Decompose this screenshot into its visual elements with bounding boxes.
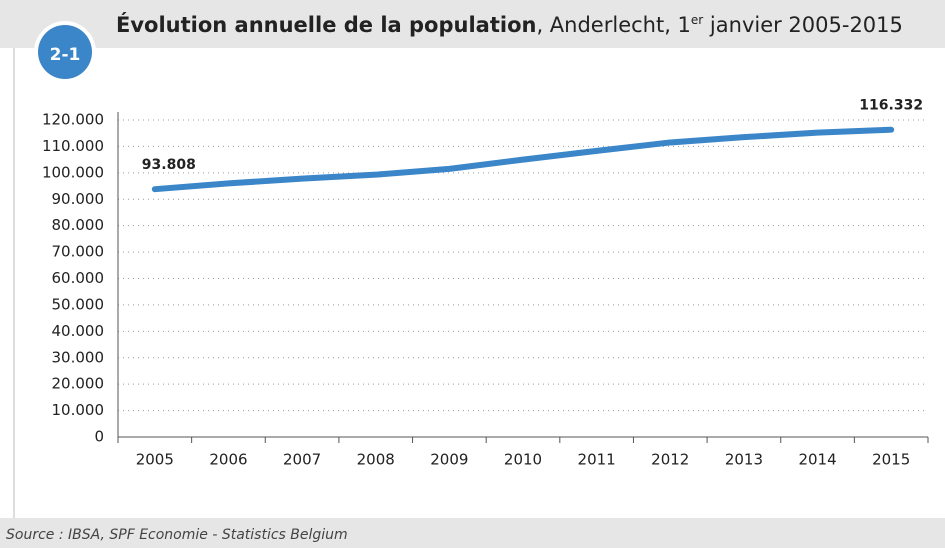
y-tick-label: 40.000 <box>52 322 105 340</box>
y-tick-label: 120.000 <box>42 111 104 129</box>
value-label: 116.332 <box>859 98 923 114</box>
badge-label: 2-1 <box>50 45 81 65</box>
y-tick-label: 50.000 <box>52 295 105 313</box>
value-label: 93.808 <box>142 157 196 173</box>
y-tick-label: 20.000 <box>52 375 105 393</box>
line <box>151 126 895 193</box>
x-tick-label: 2014 <box>798 451 836 469</box>
y-tick-label: 10.000 <box>52 401 105 419</box>
y-tick-label: 110.000 <box>42 137 104 155</box>
y-tick-label: 100.000 <box>42 163 104 181</box>
x-tick-label: 2005 <box>136 451 174 469</box>
x-tick-label: 2008 <box>357 451 395 469</box>
badge <box>38 25 92 79</box>
y-tick-label: 80.000 <box>52 216 105 234</box>
title-rest: , Anderlecht, 1 <box>536 13 690 37</box>
header-band <box>0 0 945 48</box>
x-tick-label: 2006 <box>209 451 247 469</box>
title-end: janvier 2005-2015 <box>703 13 903 37</box>
chart-title: Évolution annuelle de la population, And… <box>116 12 903 37</box>
x-tick-label: 2015 <box>872 451 910 469</box>
x-tick-label: 2009 <box>430 451 468 469</box>
x-tick-label: 2012 <box>651 451 689 469</box>
x-tick-label: 2013 <box>725 451 763 469</box>
y-tick-label: 0 <box>94 428 104 446</box>
title-bold: Évolution annuelle de la population <box>116 12 536 37</box>
x-tick-label: 2010 <box>504 451 542 469</box>
x-tick-label: 2011 <box>578 451 616 469</box>
y-tick-label: 30.000 <box>52 348 105 366</box>
footer-band <box>0 518 945 548</box>
y-tick-label: 60.000 <box>52 269 105 287</box>
y-tick-label: 70.000 <box>52 243 105 261</box>
title-sup: er <box>691 13 703 27</box>
x-tick-label: 2007 <box>283 451 321 469</box>
source: Source : IBSA, SPF Economie - Statistics… <box>6 527 348 543</box>
y-tick-label: 90.000 <box>52 190 105 208</box>
